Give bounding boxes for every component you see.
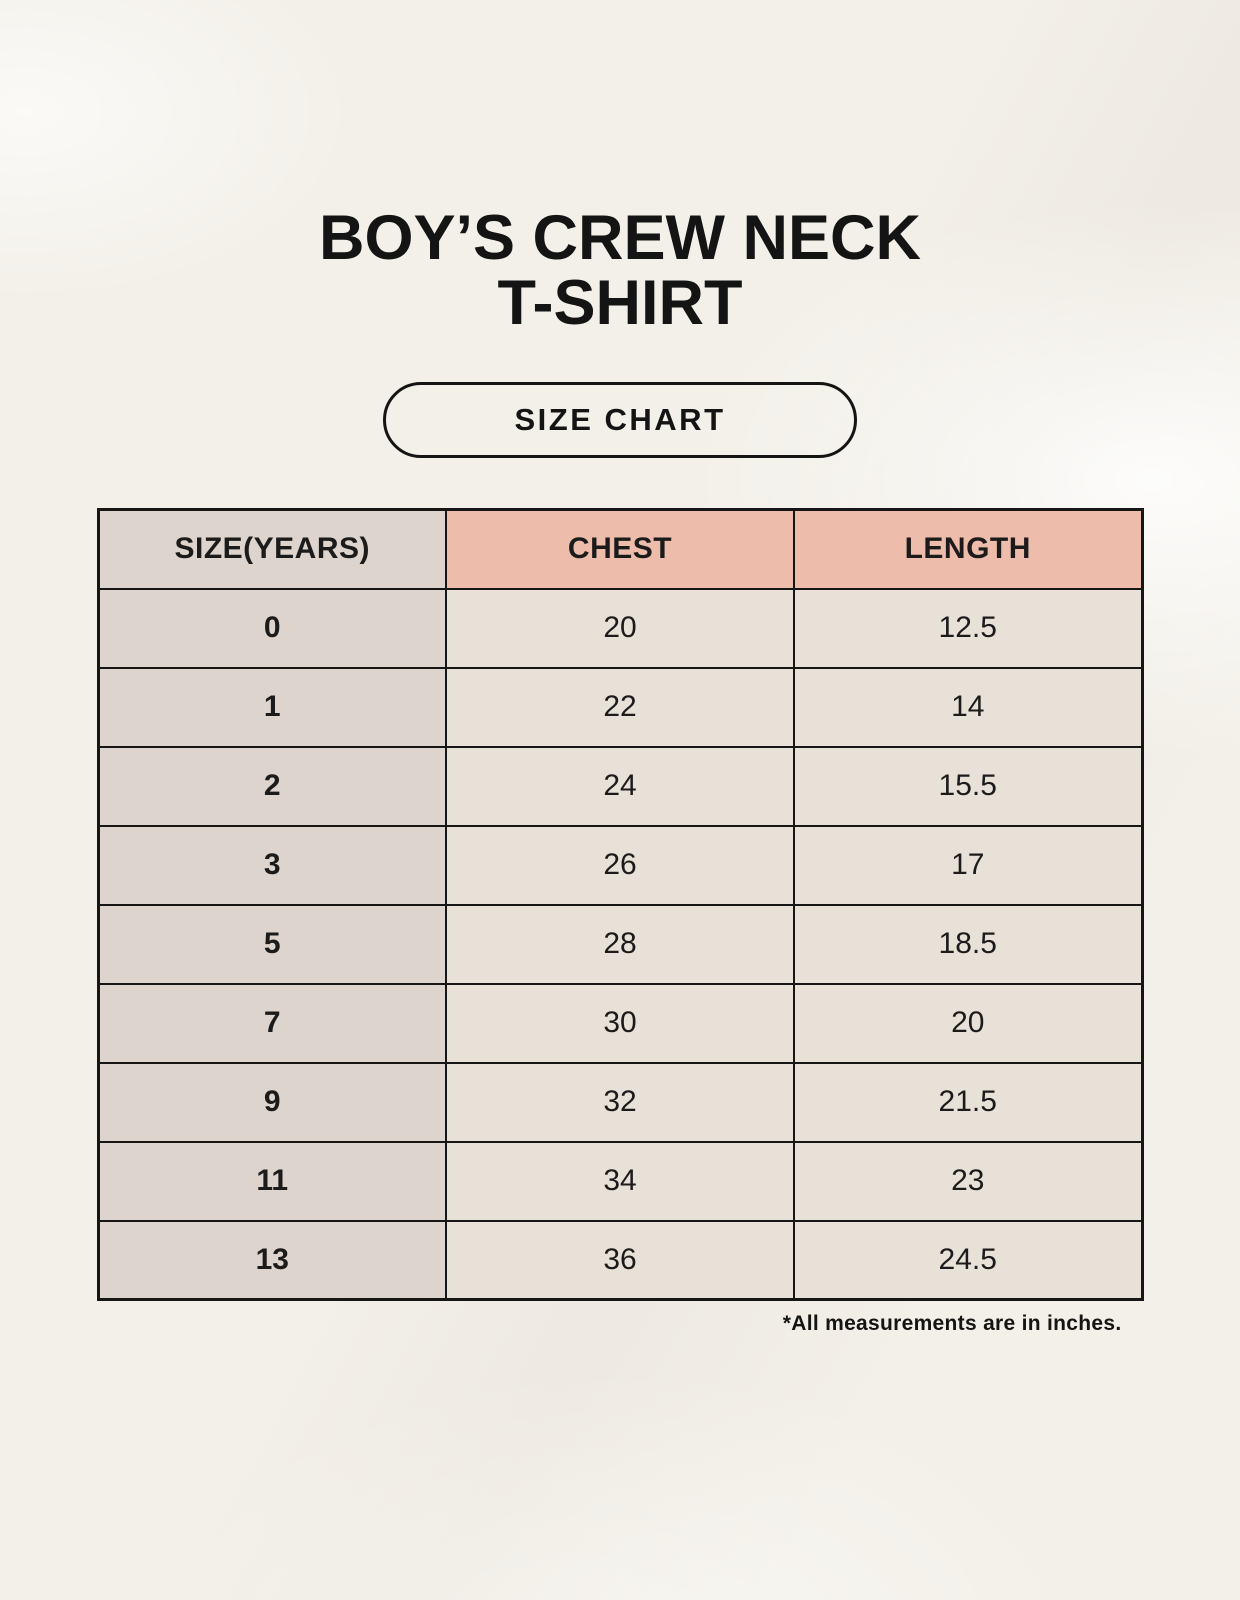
chest-cell: 20 (445, 587, 795, 669)
chest-cell: 34 (445, 1140, 795, 1222)
chest-cell: 32 (445, 1061, 795, 1143)
chest-cell: 22 (445, 666, 795, 748)
table-row: 7 30 20 (97, 982, 1143, 1064)
size-cell: 11 (97, 1140, 447, 1222)
size-table-header: SIZE(YEARS) CHEST LENGTH (97, 508, 1143, 590)
chest-cell: 26 (445, 824, 795, 906)
table-row: 9 32 21.5 (97, 1061, 1143, 1143)
column-header-size-years: SIZE(YEARS) (97, 508, 447, 590)
page-header: BOY’S CREW NECK T-SHIRT SIZE CHART (0, 0, 1240, 458)
size-cell: 9 (97, 1061, 447, 1143)
size-cell: 13 (97, 1219, 447, 1301)
length-cell: 12.5 (793, 587, 1143, 669)
chest-cell: 24 (445, 745, 795, 827)
size-cell: 0 (97, 587, 447, 669)
column-header-chest: CHEST (445, 508, 795, 590)
length-cell: 17 (793, 824, 1143, 906)
size-chart-badge-label: SIZE CHART (514, 402, 726, 437)
size-cell: 1 (97, 666, 447, 748)
length-cell: 23 (793, 1140, 1143, 1222)
size-cell: 2 (97, 745, 447, 827)
table-row: 1 22 14 (97, 666, 1143, 748)
measurements-footnote: *All measurements are in inches. (782, 1312, 1122, 1335)
length-cell: 24.5 (793, 1219, 1143, 1301)
length-cell: 14 (793, 666, 1143, 748)
size-cell: 5 (97, 903, 447, 985)
size-cell: 7 (97, 982, 447, 1064)
table-row: 5 28 18.5 (97, 903, 1143, 985)
table-row: 3 26 17 (97, 824, 1143, 906)
length-cell: 15.5 (793, 745, 1143, 827)
header-row: SIZE(YEARS) CHEST LENGTH (97, 508, 1143, 590)
column-header-length: LENGTH (793, 508, 1143, 590)
chest-cell: 36 (445, 1219, 795, 1301)
title-line-1: BOY’S CREW NECK (318, 203, 922, 273)
size-cell: 3 (97, 824, 447, 906)
table-row: 13 36 24.5 (97, 1219, 1143, 1301)
size-table: SIZE(YEARS) CHEST LENGTH 0 20 12.5 1 22 14 2 24… (96, 508, 1144, 1301)
table-row: 11 34 23 (97, 1140, 1143, 1222)
length-cell: 21.5 (793, 1061, 1143, 1143)
length-cell: 20 (793, 982, 1143, 1064)
chest-cell: 28 (445, 903, 795, 985)
table-row: 2 24 15.5 (97, 745, 1143, 827)
table-row: 0 20 12.5 (97, 587, 1143, 669)
title-line-2: T-SHIRT (497, 268, 743, 338)
size-table-body: 0 20 12.5 1 22 14 2 24 15.5 3 26 17 5 28 18.5 7 30 20 9 32 2… (97, 587, 1143, 1301)
chest-cell: 30 (445, 982, 795, 1064)
size-chart-badge: SIZE CHART (383, 382, 857, 458)
length-cell: 18.5 (793, 903, 1143, 985)
page-title: BOY’S CREW NECK T-SHIRT (0, 206, 1240, 336)
